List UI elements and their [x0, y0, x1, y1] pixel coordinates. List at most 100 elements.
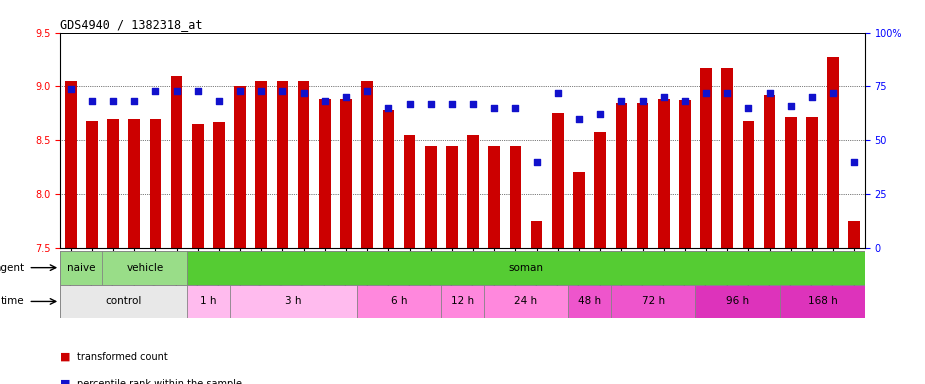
Point [402, 101, 417, 107]
Bar [679, 100, 691, 248]
Bar [425, 146, 437, 248]
Bar [700, 68, 712, 248]
Bar [764, 95, 775, 248]
Bar [510, 146, 522, 248]
Bar [187, 251, 865, 285]
Bar [403, 135, 415, 248]
Point [614, 98, 629, 104]
Point [487, 105, 501, 111]
Text: naive: naive [67, 263, 95, 273]
Text: ■: ■ [60, 352, 70, 362]
Point [296, 90, 311, 96]
Point [169, 88, 184, 94]
Point [148, 88, 163, 94]
Text: 168 h: 168 h [808, 296, 837, 306]
Bar [357, 285, 441, 318]
Bar [60, 251, 103, 285]
Bar [340, 99, 352, 248]
Point [698, 90, 713, 96]
Text: 3 h: 3 h [285, 296, 302, 306]
Bar [150, 119, 161, 248]
Point [465, 101, 480, 107]
Bar [441, 285, 484, 318]
Point [826, 90, 841, 96]
Text: control: control [105, 296, 142, 306]
Text: vehicle: vehicle [126, 263, 164, 273]
Bar [484, 285, 568, 318]
Bar [171, 76, 182, 248]
Point [253, 88, 269, 94]
Bar [86, 121, 98, 248]
Point [212, 98, 227, 104]
Text: transformed count: transformed count [77, 352, 167, 362]
Point [656, 94, 671, 100]
Text: 24 h: 24 h [514, 296, 537, 306]
Point [381, 105, 396, 111]
Text: soman: soman [509, 263, 544, 273]
Bar [234, 86, 246, 248]
Bar [383, 110, 394, 248]
Bar [595, 132, 606, 248]
Bar [107, 119, 119, 248]
Bar [848, 221, 860, 248]
Text: 1 h: 1 h [200, 296, 216, 306]
Bar [615, 103, 627, 248]
Point [783, 103, 798, 109]
Bar [187, 285, 229, 318]
Text: agent: agent [0, 263, 24, 273]
Bar [785, 116, 796, 248]
Point [339, 94, 353, 100]
Point [847, 159, 862, 165]
Text: GDS4940 / 1382318_at: GDS4940 / 1382318_at [60, 18, 203, 31]
Bar [568, 285, 611, 318]
Text: time: time [1, 296, 24, 306]
Bar [255, 81, 267, 248]
Text: 48 h: 48 h [578, 296, 601, 306]
Bar [362, 81, 373, 248]
Bar [743, 121, 754, 248]
Text: ■: ■ [60, 379, 70, 384]
Point [677, 98, 692, 104]
Bar [229, 285, 357, 318]
Point [529, 159, 544, 165]
Point [275, 88, 290, 94]
Bar [722, 68, 733, 248]
Bar [446, 146, 458, 248]
Bar [213, 122, 225, 248]
Point [720, 90, 734, 96]
Point [317, 98, 332, 104]
Point [127, 98, 142, 104]
Point [550, 90, 565, 96]
Point [424, 101, 438, 107]
Point [63, 86, 78, 92]
Text: 96 h: 96 h [726, 296, 749, 306]
Bar [610, 285, 696, 318]
Point [593, 111, 608, 118]
Point [635, 98, 650, 104]
Text: percentile rank within the sample: percentile rank within the sample [77, 379, 241, 384]
Bar [277, 81, 289, 248]
Point [445, 101, 460, 107]
Bar [827, 57, 839, 248]
Bar [65, 81, 77, 248]
Point [191, 88, 205, 94]
Text: 72 h: 72 h [642, 296, 665, 306]
Bar [780, 285, 865, 318]
Point [805, 94, 820, 100]
Point [741, 105, 756, 111]
Point [84, 98, 99, 104]
Bar [531, 221, 542, 248]
Point [360, 88, 375, 94]
Bar [574, 172, 585, 248]
Bar [129, 119, 140, 248]
Bar [696, 285, 780, 318]
Point [762, 90, 777, 96]
Point [508, 105, 523, 111]
Bar [488, 146, 500, 248]
Bar [636, 103, 648, 248]
Bar [298, 81, 310, 248]
Bar [806, 116, 818, 248]
Text: 6 h: 6 h [390, 296, 407, 306]
Bar [467, 135, 479, 248]
Bar [60, 285, 187, 318]
